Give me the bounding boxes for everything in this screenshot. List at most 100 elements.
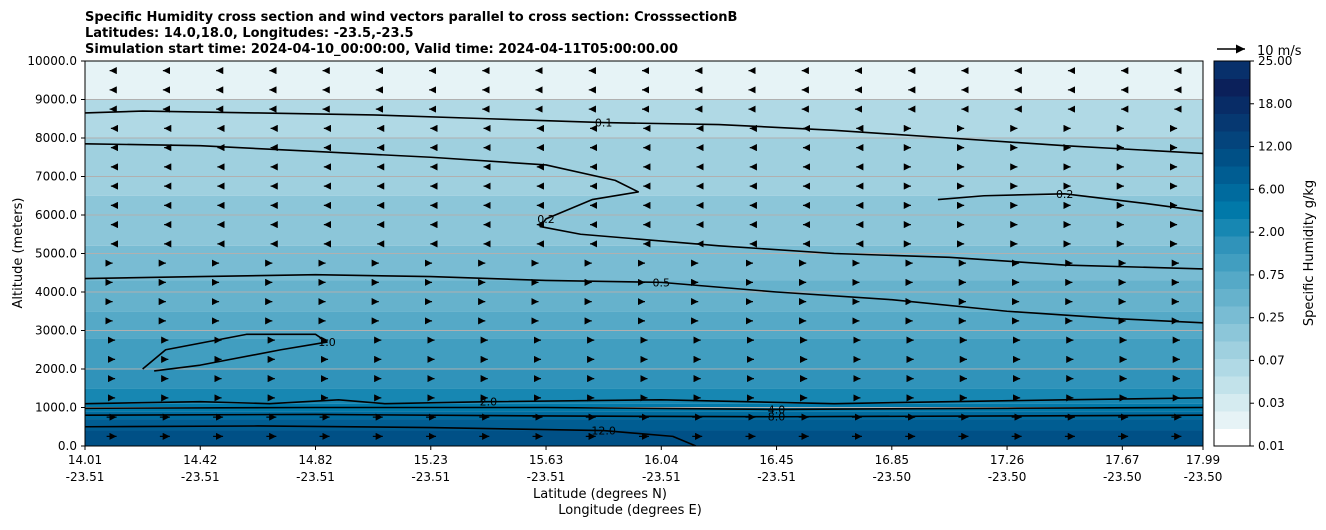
colorbar: [1214, 61, 1250, 447]
colorbar-tick-label: 18.00: [1258, 97, 1292, 111]
x-tick-label-lat: 17.26: [990, 453, 1024, 467]
y-tick-label: 7000.0: [35, 170, 77, 184]
contour-line: [85, 425, 697, 446]
colorbar-swatch: [1214, 201, 1250, 219]
humidity-band: [85, 195, 1203, 246]
contour-line: [85, 142, 1203, 270]
y-tick-label: 3000.0: [35, 324, 77, 338]
chart-title-line-3: Simulation start time: 2024-04-10_00:00:…: [85, 42, 678, 57]
colorbar-swatch: [1214, 253, 1250, 272]
colorbar-swatch: [1214, 131, 1250, 149]
x-tick-label-lon: -23.51: [642, 470, 681, 484]
x-tick-label-lon: -23.50: [872, 470, 911, 484]
contour-line: [937, 193, 1203, 212]
humidity-band: [85, 338, 1203, 369]
y-tick-label: 8000.0: [35, 131, 77, 145]
colorbar-tick-label: 25.00: [1258, 54, 1292, 68]
colorbar-swatch: [1214, 218, 1250, 237]
x-tick-label-lat: 14.82: [298, 453, 332, 467]
x-tick-label-lat: 14.42: [183, 453, 217, 467]
y-tick-label: 4000.0: [35, 285, 77, 299]
colorbar-swatch: [1214, 358, 1250, 377]
y-tick-label: 9000.0: [35, 93, 77, 107]
y-tick-label: 2000.0: [35, 362, 77, 376]
x-tick-label-lat: 15.23: [414, 453, 448, 467]
y-tick-label: 0.0: [58, 439, 77, 453]
x-tick-label-lon: -23.50: [1103, 470, 1142, 484]
x-tick-label-lat: 14.01: [68, 453, 102, 467]
humidity-band: [85, 419, 1203, 431]
humidity-band: [85, 61, 1203, 100]
y-tick-label: 10000.0: [27, 54, 77, 68]
x-tick-label-lat: 16.45: [759, 453, 793, 467]
colorbar-swatch: [1214, 96, 1250, 114]
contour-label: 0.5: [653, 276, 671, 289]
y-axis-label: Altitude (meters): [11, 198, 26, 309]
colorbar-swatch: [1214, 78, 1250, 97]
humidity-band: [85, 388, 1203, 404]
contour-line: [85, 406, 1203, 411]
colorbar-swatch: [1214, 236, 1250, 254]
humidity-band: [85, 280, 1203, 312]
contour-label: 12.0: [591, 425, 616, 438]
contour-line: [85, 397, 1203, 405]
x-tick-label-lon: -23.50: [988, 470, 1027, 484]
colorbar-tick-label: 0.07: [1258, 353, 1285, 367]
contour-label: 1.0: [318, 336, 336, 349]
humidity-band: [85, 99, 1203, 138]
x-axis-label-longitude: Longitude (degrees E): [558, 503, 702, 518]
colorbar-swatch: [1214, 183, 1250, 202]
colorbar-swatch: [1214, 341, 1250, 359]
colorbar-swatch: [1214, 166, 1250, 184]
colorbar-tick-label: 2.00: [1258, 225, 1285, 239]
x-tick-label-lat: 16.85: [875, 453, 909, 467]
humidity-band: [85, 430, 1203, 446]
colorbar-tick-label: 12.00: [1258, 140, 1292, 154]
colorbar-swatch: [1214, 376, 1250, 394]
colorbar-swatch: [1214, 113, 1250, 132]
colorbar-swatch: [1214, 271, 1250, 289]
x-tick-label-lat: 17.99: [1186, 453, 1220, 467]
chart-title-line-1: Specific Humidity cross section and wind…: [85, 10, 737, 25]
contour-line: [85, 413, 1203, 418]
colorbar-swatch: [1214, 148, 1250, 167]
colorbar-tick-label: 0.03: [1258, 396, 1285, 410]
x-tick-label-lon: -23.51: [757, 470, 796, 484]
colorbar-ticks: 0.01 0.03 0.07 0.25 0.75 2.00 6.00 12.00 18.00 25…: [1250, 54, 1292, 453]
wind-reference-label: 10 m/s: [1257, 44, 1302, 59]
colorbar-label: Specific Humidity g/kg: [1302, 180, 1317, 326]
x-axis: 14.01 -23.51 14.42 -23.51 14.82 -23.51 15.23 -2…: [66, 446, 1223, 484]
x-tick-label-lon: -23.51: [296, 470, 335, 484]
colorbar-tick-label: 6.00: [1258, 182, 1285, 196]
contour-line: [85, 273, 1203, 324]
colorbar-swatch: [1214, 411, 1250, 429]
colorbar-swatch: [1214, 61, 1250, 79]
x-tick-label-lon: -23.51: [181, 470, 220, 484]
contour-label: 0.2: [537, 213, 555, 226]
x-tick-label-lat: 15.63: [529, 453, 563, 467]
contour-label: 4.0: [768, 403, 786, 416]
colorbar-tick-label: 0.75: [1258, 268, 1285, 282]
colorbar-tick-label: 0.25: [1258, 311, 1285, 325]
x-tick-label-lon: -23.50: [1184, 470, 1223, 484]
chart-title-line-2: Latitudes: 14.0,18.0, Longitudes: -23.5,…: [85, 26, 414, 41]
colorbar-swatch: [1214, 306, 1250, 324]
colorbar-swatch: [1214, 288, 1250, 307]
y-tick-label: 6000.0: [35, 208, 77, 222]
colorbar-frame: [1213, 60, 1251, 447]
x-tick-label-lon: -23.51: [411, 470, 450, 484]
x-tick-label-lat: 17.67: [1105, 453, 1139, 467]
x-tick-label-lon: -23.51: [527, 470, 566, 484]
y-tick-label: 5000.0: [35, 247, 77, 261]
y-axis: 0.0 1000.0 2000.0 3000.0 4000.0 5000.0 6000.0 7…: [27, 54, 85, 453]
colorbar-tick-label: 0.01: [1258, 439, 1285, 453]
wind-vectors: [105, 67, 1182, 440]
x-tick-label-lon: -23.51: [66, 470, 105, 484]
colorbar-swatch: [1214, 428, 1250, 447]
colorbar-swatch: [1214, 323, 1250, 342]
contour-label: 0.2: [1056, 188, 1074, 201]
contour-label: 8.0: [768, 411, 786, 424]
y-tick-label: 1000.0: [35, 401, 77, 415]
